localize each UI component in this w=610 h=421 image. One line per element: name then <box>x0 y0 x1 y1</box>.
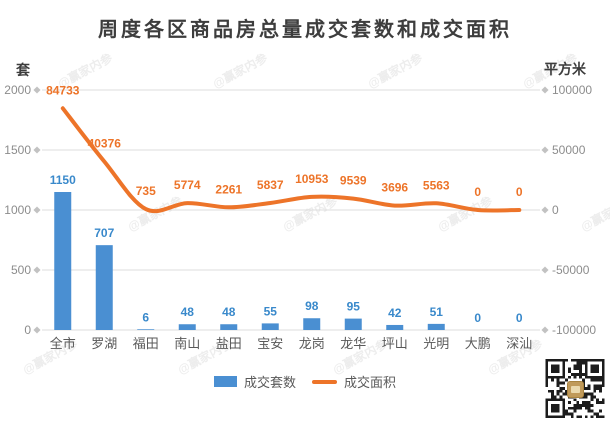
svg-text:48: 48 <box>222 305 236 319</box>
svg-text:1150: 1150 <box>50 173 76 187</box>
bar-龙岗 <box>303 318 321 330</box>
svg-text:1000: 1000 <box>4 203 31 217</box>
svg-text:40376: 40376 <box>88 137 122 151</box>
bar-龙华 <box>344 318 362 330</box>
category-label-光明: 光明 <box>423 336 449 351</box>
right-axis-unit-label: 平方米 <box>544 61 586 77</box>
svg-text:-50000: -50000 <box>552 263 590 277</box>
bar-全市 <box>54 192 72 330</box>
svg-text:5563: 5563 <box>423 178 450 192</box>
category-label-盐田: 盐田 <box>216 336 242 351</box>
bar-盐田 <box>220 324 238 330</box>
svg-text:10953: 10953 <box>295 172 329 186</box>
legend-item-line-series: 成交面积 <box>312 372 396 391</box>
svg-text:1500: 1500 <box>4 143 31 157</box>
svg-text:0: 0 <box>474 185 481 199</box>
line-series-swatch-icon <box>312 379 337 384</box>
bar-series-swatch-icon <box>213 376 237 387</box>
line-series <box>60 106 522 214</box>
left-axis-unit-label: 套 <box>16 62 30 78</box>
svg-text:-100000: -100000 <box>552 323 596 337</box>
svg-text:50000: 50000 <box>552 143 586 157</box>
svg-text:95: 95 <box>347 300 361 314</box>
svg-text:2261: 2261 <box>215 182 242 196</box>
category-label-福田: 福田 <box>133 336 159 351</box>
right-axis-tick-labels: -100000 -50000 0 50000 100000 <box>552 83 596 337</box>
bar-坪山 <box>386 324 404 330</box>
svg-text:735: 735 <box>136 184 156 198</box>
svg-text:5774: 5774 <box>174 178 201 192</box>
category-label-深汕: 深汕 <box>506 336 532 351</box>
svg-text:0: 0 <box>24 323 31 337</box>
chart-title: 周度各区商品房总量成交套数和成交面积 <box>98 19 512 41</box>
svg-text:3696: 3696 <box>381 181 408 195</box>
bar-福田 <box>137 329 155 330</box>
bar-value-labels: 1150 707 6 48 48 55 98 95 42 51 0 0 <box>50 173 523 325</box>
legend-line-label: 成交面积 <box>344 375 397 390</box>
category-label-坪山: 坪山 <box>382 336 408 351</box>
svg-text:500: 500 <box>11 263 31 277</box>
qr-center-logo-icon <box>567 380 584 398</box>
gridlines <box>33 86 549 334</box>
category-label-罗湖: 罗湖 <box>91 336 117 351</box>
svg-text:48: 48 <box>181 305 195 319</box>
qr-code <box>542 356 608 421</box>
bar-南山 <box>178 324 196 330</box>
svg-text:5837: 5837 <box>257 178 284 192</box>
svg-text:0: 0 <box>474 311 481 325</box>
category-label-全市: 全市 <box>50 336 76 351</box>
svg-text:6: 6 <box>142 310 149 324</box>
svg-text:0: 0 <box>516 311 523 325</box>
legend-bar-label: 成交套数 <box>243 375 296 390</box>
left-axis-tick-labels: 0 500 1000 1500 2000 <box>4 83 31 337</box>
svg-text:42: 42 <box>388 306 402 320</box>
legend-item-bar-series: 成交套数 <box>213 372 296 391</box>
svg-text:55: 55 <box>264 304 278 318</box>
category-label-大鹏: 大鹏 <box>465 336 491 351</box>
svg-text:9539: 9539 <box>340 174 367 188</box>
svg-text:2000: 2000 <box>4 83 31 97</box>
bar-series <box>54 192 445 330</box>
category-label-南山: 南山 <box>174 336 200 351</box>
bar-宝安 <box>261 323 279 330</box>
svg-text:0: 0 <box>552 203 559 217</box>
bar-光明 <box>427 323 445 330</box>
svg-text:84733: 84733 <box>46 83 80 97</box>
line-value-labels: 84733 40376 735 5774 2261 5837 10953 9539 3696 55… <box>46 83 523 199</box>
svg-text:98: 98 <box>305 299 319 313</box>
category-label-宝安: 宝安 <box>257 336 283 351</box>
bar-罗湖 <box>95 245 113 330</box>
svg-text:707: 707 <box>94 226 114 240</box>
x-axis-category-labels: 全市 罗湖 福田 南山 盐田 宝安 龙岗 龙华 坪山 光明 大鹏 深汕 <box>50 336 533 351</box>
chart-legend: 成交套数 成交面积 <box>0 372 610 391</box>
svg-text:0: 0 <box>516 185 523 199</box>
category-label-龙岗: 龙岗 <box>299 336 325 351</box>
category-label-龙华: 龙华 <box>340 336 366 351</box>
svg-text:51: 51 <box>430 305 444 319</box>
svg-text:100000: 100000 <box>552 83 592 97</box>
